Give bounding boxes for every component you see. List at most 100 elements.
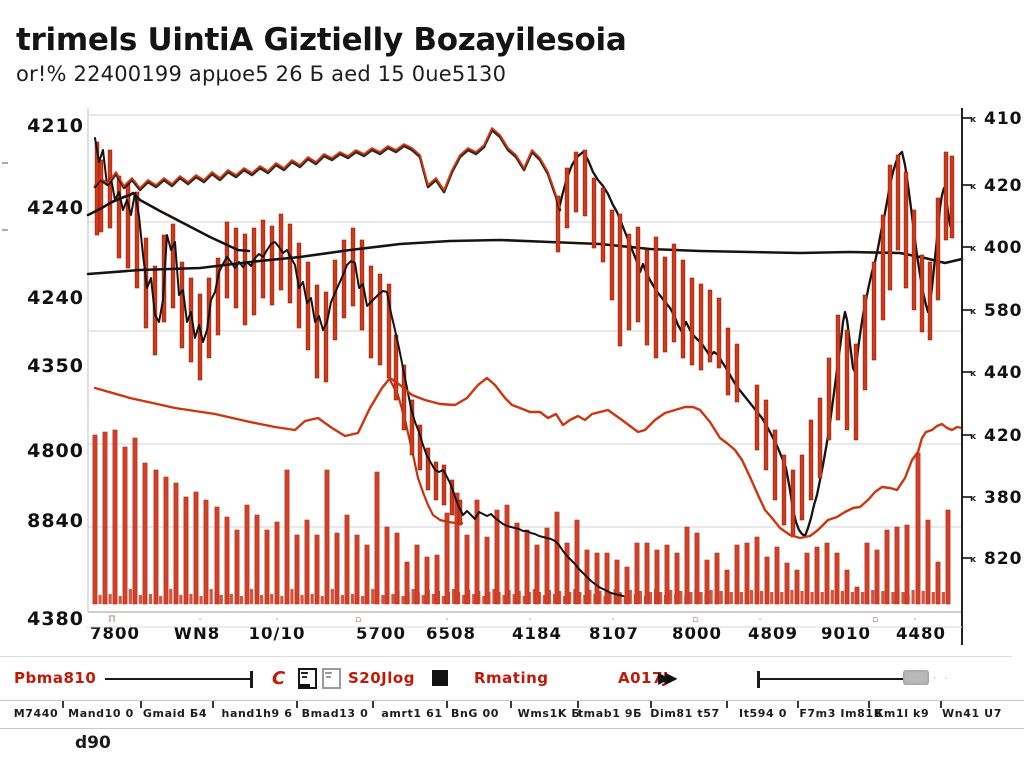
volume-bar — [374, 471, 380, 605]
volume-bar — [894, 526, 900, 605]
volume-comb-bar — [280, 596, 284, 604]
x-axis-label: 7800 — [90, 624, 140, 643]
candle — [609, 209, 615, 301]
volume-comb-bar — [401, 596, 405, 604]
volume-comb-bar — [552, 594, 557, 604]
volume-comb-bar — [669, 590, 673, 604]
volume-bar — [163, 476, 169, 605]
date-label: Wn41 U7 — [942, 707, 1002, 720]
volume-bar — [153, 469, 159, 605]
volume-comb-bar — [881, 591, 885, 604]
volume-comb-bar — [108, 594, 112, 604]
volume-comb-bar — [537, 592, 541, 604]
volume-bar — [183, 496, 189, 605]
volume-comb-bar — [300, 595, 304, 604]
legend-label-4: A017J — [618, 669, 670, 687]
volume-comb-bar — [699, 592, 703, 604]
candle — [853, 343, 859, 441]
volume-comb-bar — [462, 595, 466, 604]
strip-tick — [868, 701, 870, 708]
candle — [689, 277, 695, 366]
blob-dots: · · — [933, 674, 951, 684]
c-glyph-icon: C — [272, 668, 286, 689]
right-axis-label: 580 — [984, 301, 1023, 321]
date-label: Bmad13 0 — [301, 707, 369, 720]
volume-comb-bar — [780, 592, 784, 604]
volume-comb-bar — [441, 596, 446, 604]
candle — [826, 357, 832, 441]
volume-bar — [112, 429, 118, 605]
volume-bar — [214, 506, 220, 605]
volume-bar — [324, 469, 330, 605]
right-axis-label: 410 — [984, 109, 1023, 129]
strip-glyph: · — [914, 615, 917, 625]
x-axis-label: 6508 — [426, 624, 476, 643]
left-axis-label: 4210 — [27, 115, 84, 137]
candle — [716, 297, 722, 369]
volume-comb-bar — [502, 595, 506, 604]
candle — [582, 149, 588, 217]
page-title: trimels UintiA Giztielly Bozayilesoia — [16, 22, 627, 58]
volume-comb-bar — [249, 589, 254, 604]
volume-comb-bar — [492, 589, 496, 604]
volume-bar — [434, 554, 440, 605]
legend-label-1: Pbma810 — [14, 669, 97, 687]
volume-comb-bar — [770, 592, 774, 604]
volume-comb-bar — [921, 591, 925, 604]
volume-bar — [904, 524, 910, 605]
volume-bar — [794, 569, 800, 605]
volume-bar — [724, 569, 730, 605]
volume-bar — [604, 552, 610, 605]
candle — [871, 261, 877, 361]
candle — [626, 233, 632, 331]
volume-comb-bar — [532, 589, 536, 604]
candle — [215, 257, 221, 336]
volume-bar — [102, 431, 108, 605]
candle — [817, 397, 823, 479]
volume-bar — [935, 561, 941, 605]
volume-comb-bar — [689, 592, 693, 604]
volume-comb-bar — [290, 589, 294, 604]
volume-comb-bar — [320, 596, 324, 604]
volume-bar — [784, 562, 790, 605]
x-axis-label: WN8 — [174, 624, 221, 643]
volume-bar — [404, 561, 410, 605]
volume-comb-bar — [391, 594, 395, 604]
strip-glyph: · — [612, 615, 615, 625]
volume-comb-bar — [310, 594, 314, 604]
volume-comb-bar — [371, 589, 375, 604]
volume-bar — [224, 516, 230, 605]
volume-comb-bar — [179, 595, 183, 604]
candle — [433, 461, 439, 501]
candle — [409, 399, 415, 456]
right-axis-tick-glyph: ĸ — [970, 244, 977, 254]
volume-comb-bar — [411, 589, 415, 604]
strip-tick — [140, 701, 142, 708]
right-axis-tick-glyph: ĸ — [970, 555, 977, 565]
legend-label-2: S20Jlog — [348, 669, 415, 687]
volume-bar — [754, 536, 760, 605]
candle — [734, 343, 740, 403]
volume-bar — [334, 532, 340, 605]
candle — [600, 187, 606, 263]
volume-comb-bar — [760, 591, 764, 604]
candle — [555, 195, 561, 253]
legend-line-1-cap — [250, 671, 253, 688]
volume-bar — [874, 549, 880, 605]
candle — [772, 429, 778, 501]
volume-comb-bar — [931, 592, 935, 604]
candle — [911, 209, 917, 311]
strip-glyph: Π — [109, 615, 116, 625]
volume-comb-bar — [790, 590, 794, 604]
candle — [591, 177, 597, 249]
strip-glyph: ▫ — [692, 615, 698, 625]
volume-comb-bar — [719, 591, 723, 604]
ma-red — [93, 376, 964, 540]
volume-bar — [764, 556, 770, 605]
volume-comb-bar — [628, 590, 632, 604]
volume-bar — [734, 544, 740, 605]
volume-comb-bar — [729, 592, 733, 604]
candle — [401, 364, 407, 431]
volume-bar — [244, 504, 250, 605]
